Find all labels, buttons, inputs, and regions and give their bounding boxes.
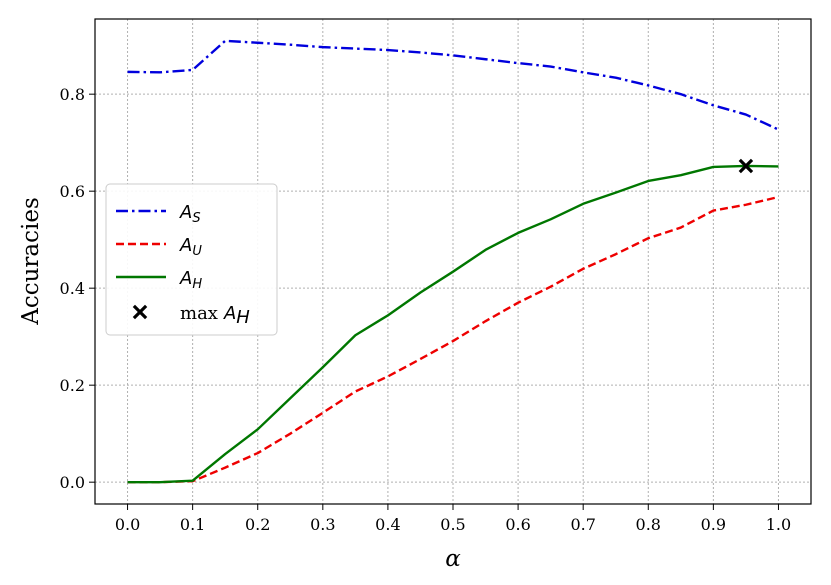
legend-label-as-main: A	[179, 202, 192, 223]
x-tick-label: 0.6	[505, 515, 530, 534]
y-axis-ticks: 0.0 0.2 0.4 0.6 0.8	[60, 85, 95, 492]
grid	[95, 19, 811, 504]
x-tick-label: 0.9	[701, 515, 726, 534]
x-tick-label: 0.0	[115, 515, 140, 534]
y-tick-label: 0.0	[60, 473, 85, 492]
x-tick-label: 0.1	[180, 515, 205, 534]
legend-label-max-prefix: max	[180, 303, 218, 324]
series-line-h	[127, 164, 779, 484]
legend-label-ah-sub: H	[192, 277, 202, 292]
legend-label-ah: AH	[179, 268, 202, 292]
legend-label-as-sub: S	[192, 211, 200, 226]
x-tick-label: 0.8	[636, 515, 661, 534]
legend-label-as: AS	[179, 202, 201, 226]
x-tick-label: 0.5	[440, 515, 465, 534]
x-tick-label: 1.0	[766, 515, 791, 534]
legend-label-au-main: A	[179, 235, 192, 256]
y-axis-label: Accuracies	[18, 197, 44, 326]
marker-layer	[738, 158, 754, 174]
series-line-s	[127, 39, 779, 131]
x-tick-label: 0.2	[245, 515, 270, 534]
x-tick-label: 0.7	[570, 515, 595, 534]
legend-box	[105, 183, 278, 336]
y-tick-label: 0.4	[60, 279, 85, 298]
legend-swatch-max-marker	[132, 304, 148, 320]
x-tick-label: 0.3	[310, 515, 335, 534]
legend-label-max-main: A	[223, 303, 236, 324]
legend-label-au: AU	[179, 235, 202, 259]
y-tick-label: 0.2	[60, 376, 85, 395]
max-ah-marker	[738, 158, 754, 174]
series-line-u	[127, 195, 779, 484]
x-tick-label: 0.4	[375, 515, 400, 534]
legend-label-au-sub: U	[192, 244, 202, 259]
legend: AS AU AH max AH	[105, 183, 278, 336]
legend-label-max: max AH	[180, 303, 250, 328]
y-tick-label: 0.8	[60, 85, 85, 104]
legend-label-ah-main: A	[179, 268, 192, 289]
legend-label-max-sub: H	[236, 307, 250, 328]
x-axis-ticks: 0.0 0.1 0.2 0.3 0.4 0.5 0.6 0.7 0.8 0.9 1.0	[115, 504, 791, 534]
series-layer	[127, 39, 779, 484]
y-tick-label: 0.6	[60, 182, 85, 201]
x-axis-label: α	[445, 546, 461, 572]
